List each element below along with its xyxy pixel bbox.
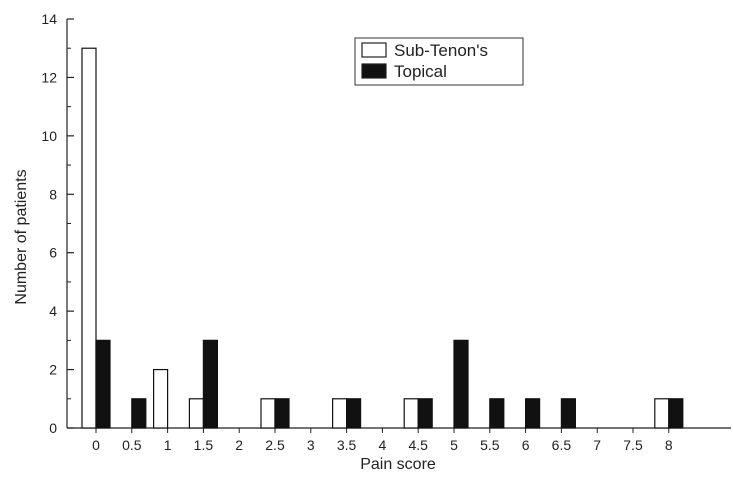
x-tick-label: 2 — [235, 437, 243, 453]
bars-group — [81, 47, 684, 429]
legend: Sub-Tenon's Topical — [354, 37, 524, 86]
bar-topical — [346, 398, 362, 429]
bar-sub-tenons — [153, 368, 169, 429]
x-tick-label: 0 — [92, 437, 100, 453]
x-tick-label: 8 — [665, 437, 673, 453]
y-tick-label: 0 — [49, 420, 57, 436]
y-tick-label: 10 — [41, 128, 57, 144]
x-tick-label: 4 — [379, 437, 387, 453]
x-tick-label: 6 — [522, 437, 530, 453]
x-tick-label: 0.5 — [122, 437, 142, 453]
bar-topical — [417, 398, 433, 429]
bar-topical — [131, 398, 147, 429]
bar-topical — [489, 398, 505, 429]
legend-swatch-sub-tenons — [361, 42, 387, 58]
x-tick-label: 4.5 — [408, 437, 428, 453]
x-tick-label: 7 — [593, 437, 601, 453]
y-tick-label: 2 — [49, 362, 57, 378]
x-tick-label: 5.5 — [480, 437, 500, 453]
bar-topical — [560, 398, 577, 429]
y-tick-label: 8 — [49, 186, 57, 202]
bar-sub-tenons — [81, 47, 97, 429]
x-axis-title: Pain score — [360, 456, 436, 473]
x-tick-label: 3.5 — [337, 437, 357, 453]
bar-topical — [202, 339, 218, 429]
x-axis: 0 0.5 1 1.5 2 2.5 3 3.5 4 4.5 5 5.5 6 6.5 7 7.5 8 — [67, 427, 731, 453]
bar-topical — [274, 398, 290, 429]
x-tick-label: 1.5 — [194, 437, 214, 453]
y-tick-label: 6 — [49, 245, 57, 261]
y-tick-label: 4 — [49, 303, 57, 319]
bar-topical — [453, 339, 469, 429]
bar-topical — [95, 339, 111, 429]
x-tick-label: 1 — [164, 437, 172, 453]
bar-topical — [668, 398, 684, 429]
bar-sub-tenons — [188, 398, 204, 429]
y-axis-title: Number of patients — [13, 169, 30, 304]
legend-label-topical: Topical — [394, 62, 447, 81]
bar-sub-tenons — [260, 398, 276, 429]
x-tick-label: 3 — [307, 437, 315, 453]
bar-sub-tenons — [654, 398, 670, 429]
bar-sub-tenons — [403, 398, 419, 429]
y-tick-label: 12 — [41, 69, 57, 85]
y-tick-label: 14 — [41, 11, 57, 27]
x-tick-label: 6.5 — [552, 437, 572, 453]
x-tick-label: 5 — [450, 437, 458, 453]
bar-sub-tenons — [332, 398, 348, 429]
y-axis: 0 2 4 6 8 10 12 14 — [41, 11, 74, 436]
legend-swatch-topical — [361, 63, 387, 79]
x-tick-label: 2.5 — [265, 437, 285, 453]
legend-label-sub-tenons: Sub-Tenon's — [394, 41, 488, 60]
x-tick-label: 7.5 — [623, 437, 643, 453]
bar-topical — [524, 398, 541, 429]
